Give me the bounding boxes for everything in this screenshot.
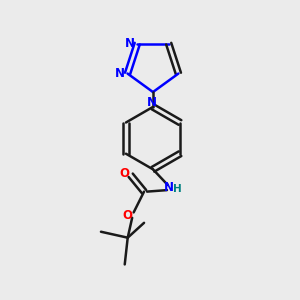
Text: N: N [115, 67, 125, 80]
Text: N: N [125, 37, 135, 50]
Text: N: N [164, 181, 174, 194]
Text: O: O [119, 167, 129, 180]
Text: N: N [146, 96, 157, 109]
Text: O: O [122, 209, 132, 223]
Text: H: H [173, 184, 182, 194]
